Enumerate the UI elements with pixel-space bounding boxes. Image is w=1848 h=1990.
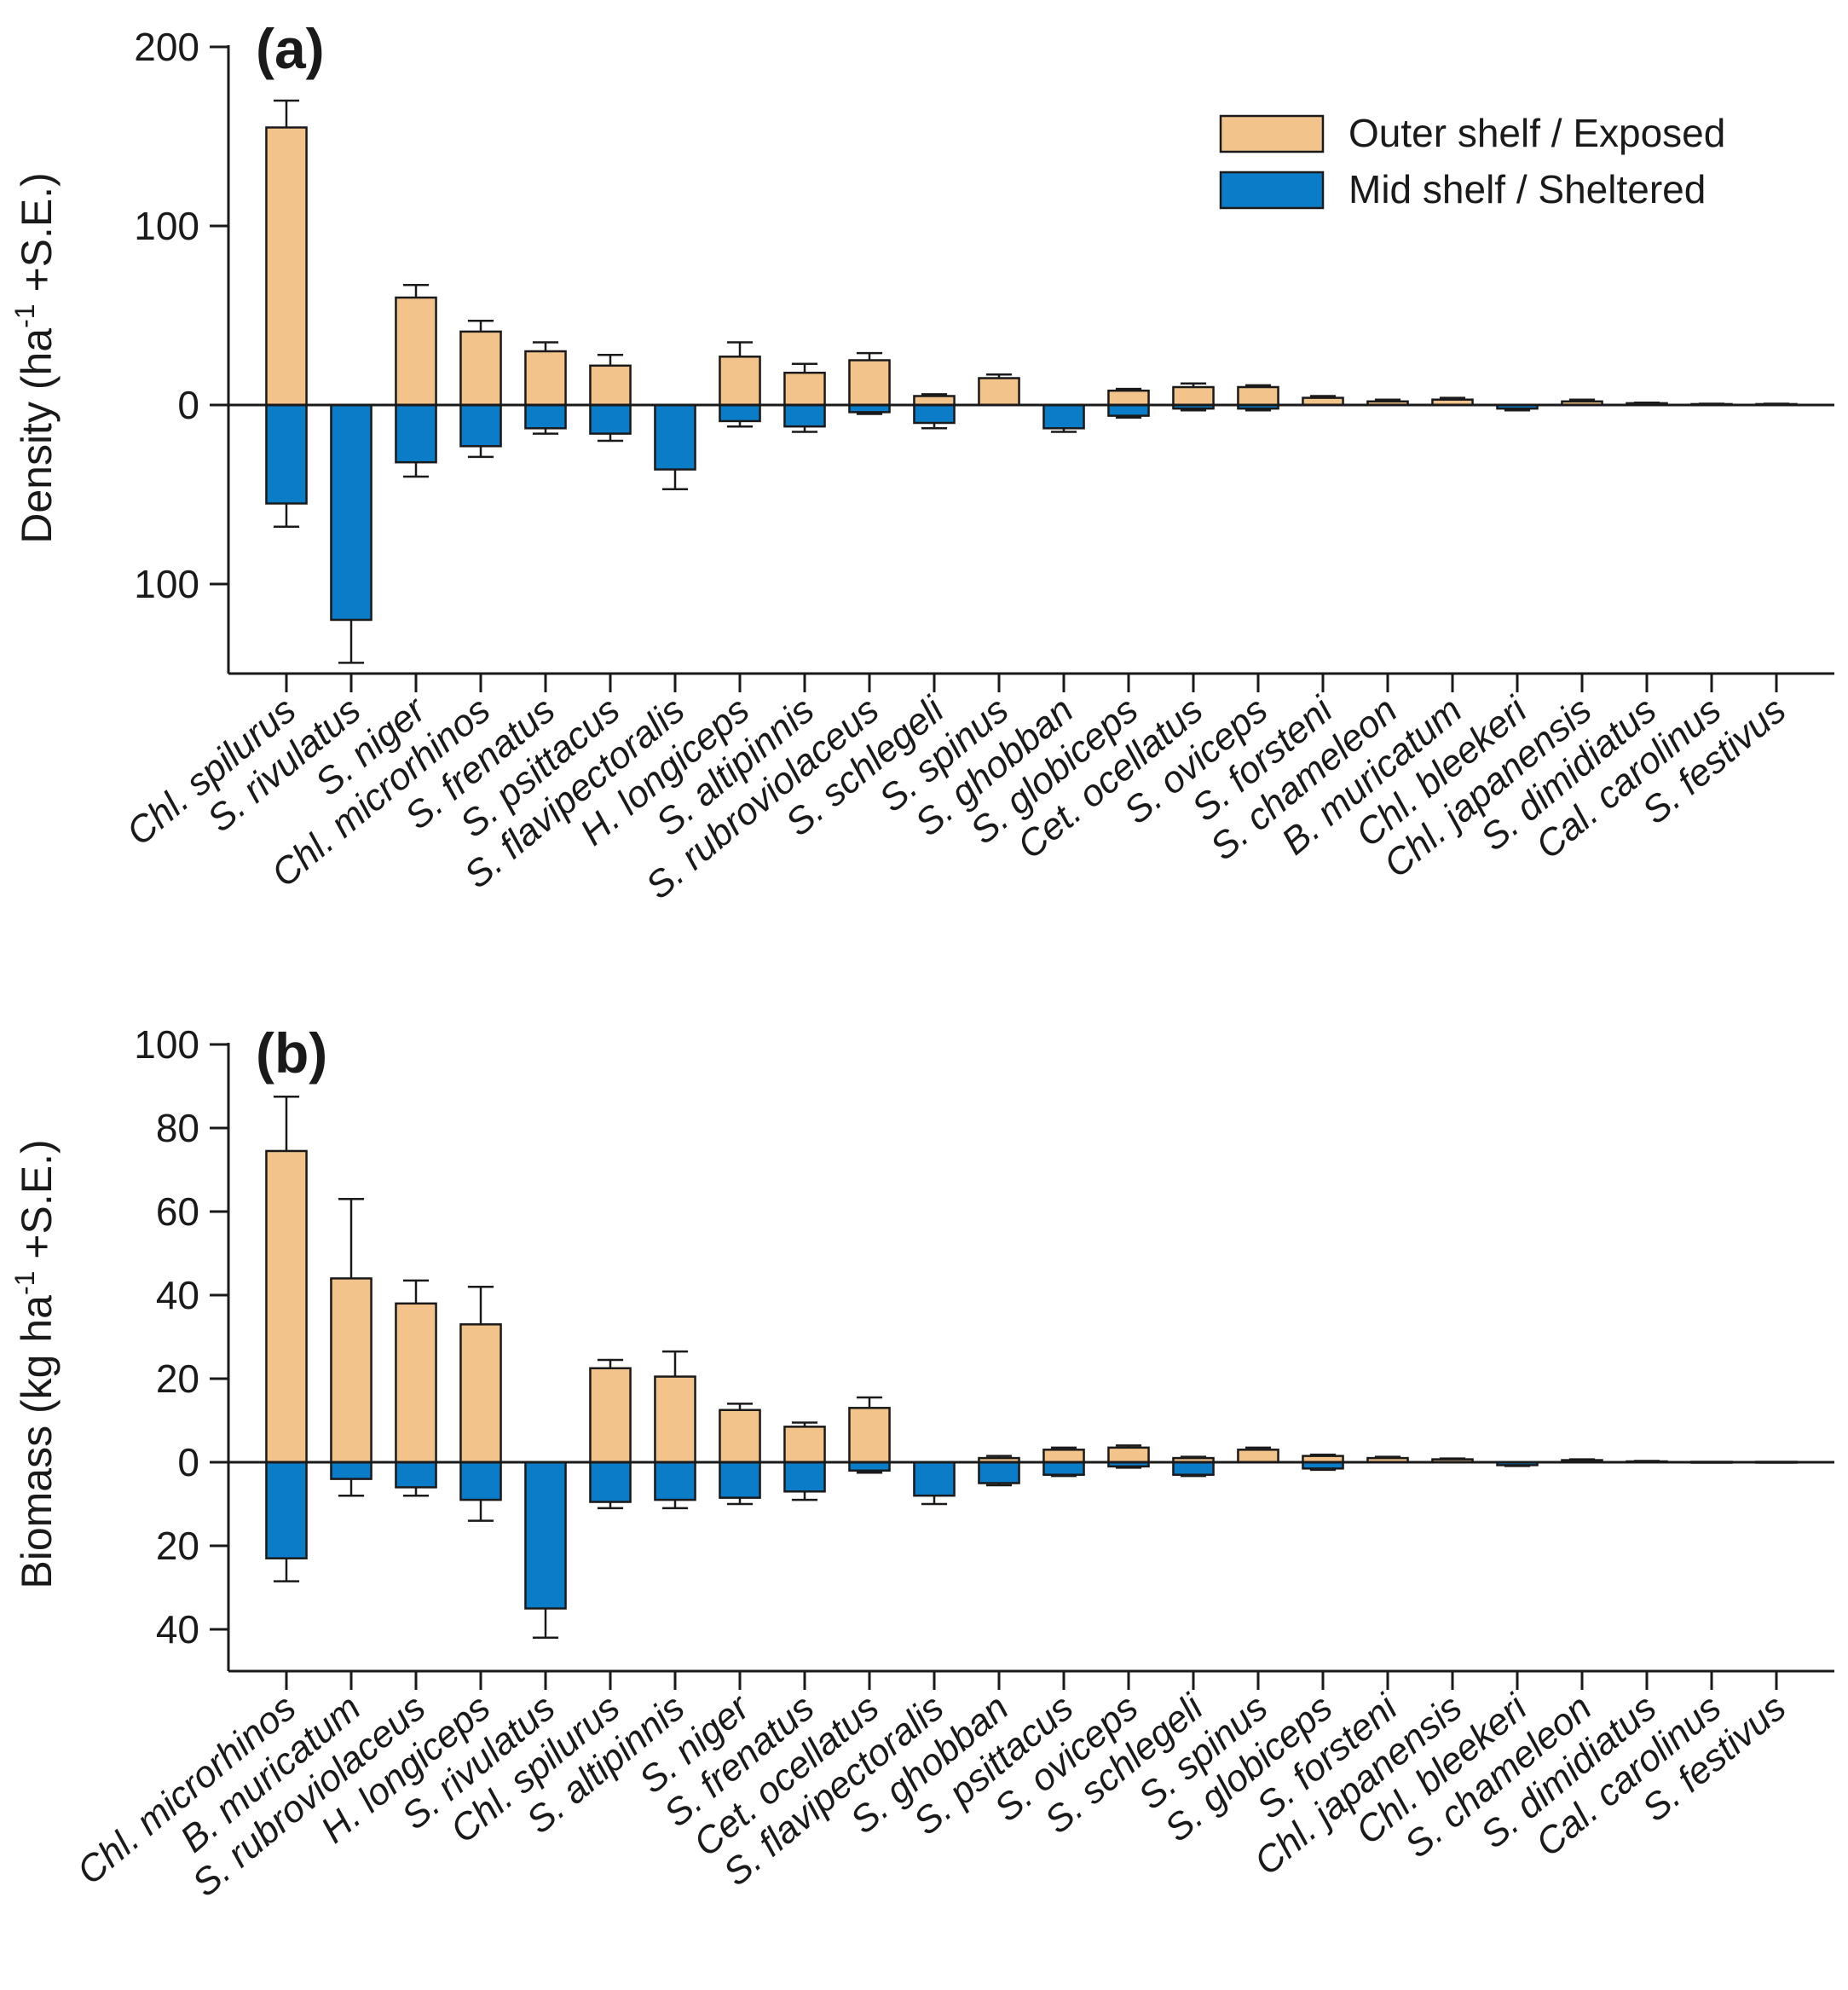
panel-a-ytick-label: 100	[134, 204, 199, 248]
panel-a-label: (a)	[256, 17, 325, 80]
panel-a-bar-outer	[719, 356, 761, 407]
legend: Outer shelf / Exposed Mid shelf / Shelte…	[1219, 111, 1725, 211]
panel-b-bar-mid	[589, 1461, 632, 1503]
panel-a-bar-mid	[459, 403, 502, 448]
panel-b-bar-mid	[330, 1461, 372, 1480]
panel-a-ytick-label: 200	[134, 25, 199, 69]
panel-a-bar-mid	[1042, 403, 1085, 430]
panel-b-bar-mid	[913, 1461, 956, 1497]
panel-a-bar-outer	[978, 377, 1020, 407]
panel-a-bar-outer	[589, 364, 632, 407]
panel-a-bar-outer	[395, 296, 437, 407]
panel-a-bar-outer	[848, 359, 891, 407]
panel-a-bar-outer	[1237, 385, 1279, 407]
panel-a-y-axis-title: Density (ha-1 +S.E.)	[9, 172, 61, 544]
panel-b-ytick-label: 0	[177, 1440, 199, 1484]
panel-b-bar-outer	[395, 1302, 437, 1464]
panel-a-bar-outer	[783, 371, 826, 407]
panel-a-bar-mid	[524, 403, 567, 430]
panel-b-bar-mid	[783, 1461, 826, 1493]
panel-b-bar-outer	[654, 1375, 696, 1464]
panel-b-bar-outer	[1042, 1449, 1085, 1464]
legend-label-outer: Outer shelf / Exposed	[1348, 111, 1725, 155]
panel-a-bar-mid	[330, 403, 372, 622]
panel-b-bar-mid	[265, 1461, 308, 1559]
panel-a-bar-mid	[589, 403, 632, 435]
panel-a-bar-outer	[913, 395, 956, 407]
panel-a-bar-mid	[719, 403, 761, 423]
panel-b-bar-mid	[654, 1461, 696, 1501]
panel-a-bar-outer	[1172, 385, 1215, 407]
panel-a-bar-mid	[654, 403, 696, 471]
legend-swatch-outer	[1219, 114, 1325, 153]
panel-a-bar-mid	[265, 403, 308, 505]
panel-b-bar-outer	[848, 1407, 891, 1464]
panel-a-ytick-label: 0	[177, 383, 199, 427]
panel-a-bar-mid	[783, 403, 826, 428]
panel-b-ytick-label: 20	[156, 1524, 199, 1568]
panel-a-bar-mid	[913, 403, 956, 425]
panel-b-bar-outer	[1237, 1449, 1279, 1464]
panel-b-bar-outer	[265, 1149, 308, 1464]
legend-swatch-mid	[1219, 171, 1325, 210]
panel-b-ytick-label: 40	[156, 1273, 199, 1317]
panel-b-bar-mid	[719, 1461, 761, 1499]
panel-b-bar-mid	[1172, 1461, 1215, 1476]
panel-b-label: (b)	[256, 1021, 327, 1085]
panel-b-bar-mid	[395, 1461, 437, 1489]
panel-b-bar-mid	[1042, 1461, 1085, 1476]
panel-a-bar-outer	[459, 330, 502, 407]
panel-b-bar-mid	[459, 1461, 502, 1501]
panel-b-ytick-label: 80	[156, 1106, 199, 1150]
panel-a-ytick-label: 100	[134, 562, 199, 606]
panel-b-bar-outer	[589, 1367, 632, 1464]
panel-a-bar-outer	[265, 126, 308, 407]
panel-a-bar-outer	[524, 350, 567, 407]
legend-label-mid: Mid shelf / Sheltered	[1348, 167, 1706, 211]
panel-b-y-axis-title: Biomass (kg ha-1 +S.E.)	[9, 1139, 61, 1588]
panel-b-bar-outer	[783, 1426, 826, 1464]
panel-a-bar-mid	[1107, 403, 1150, 417]
panel-b-bar-mid	[524, 1461, 567, 1610]
panel-b-bar-outer	[459, 1323, 502, 1464]
panel-a-bar-mid	[395, 403, 437, 464]
panel-b-bar-outer	[330, 1277, 372, 1464]
panel-b-ytick-label: 40	[156, 1607, 199, 1652]
panel-b-bar-outer	[719, 1409, 761, 1464]
panel-b-bar-outer	[1107, 1446, 1150, 1464]
panel-b-ytick-label: 60	[156, 1189, 199, 1234]
panel-b-bar-mid	[978, 1461, 1020, 1484]
panel-b-ytick-label: 100	[134, 1022, 199, 1067]
panel-b-ytick-label: 20	[156, 1357, 199, 1401]
panel-a-bar-outer	[1107, 389, 1150, 407]
